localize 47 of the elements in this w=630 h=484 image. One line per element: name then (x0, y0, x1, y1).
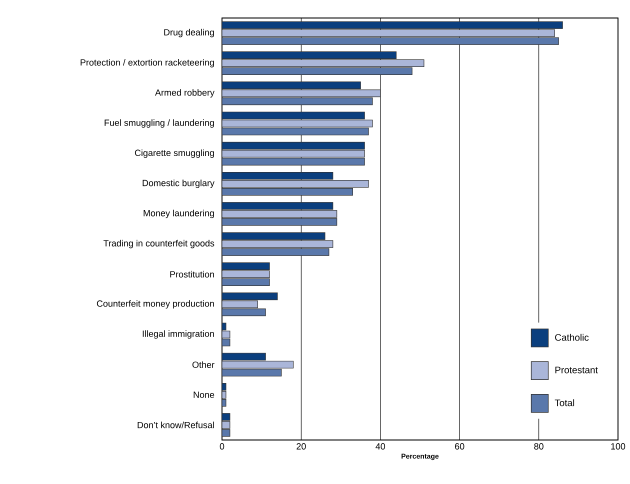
y-tick-label: Trading in counterfeit goods (104, 240, 214, 248)
y-tick-label: Other (192, 361, 214, 368)
bar (222, 180, 369, 188)
y-tick-label: Cigarette smuggling (134, 149, 214, 158)
bar (222, 98, 373, 106)
legend-label: Total (554, 399, 574, 406)
bar (222, 158, 365, 166)
x-tick-label: 100 (611, 443, 626, 450)
legend-label: Protestant (555, 366, 598, 374)
y-tick-label: Fuel smuggling / laundering (104, 119, 214, 128)
bar (222, 142, 365, 150)
y-tick-label: Domestic burglary (142, 180, 214, 188)
x-tick-label: 60 (455, 443, 464, 450)
bar (222, 292, 278, 300)
bar (222, 352, 266, 360)
x-tick-label: 40 (376, 443, 386, 450)
y-tick-label: Money laundering (144, 210, 214, 218)
y-tick-label: Illegal immigration (142, 330, 214, 339)
bar (222, 82, 361, 90)
y-tick-label: Counterfeit money production (96, 300, 214, 309)
bar (222, 172, 334, 180)
bar (222, 270, 270, 278)
x-tick-label: 80 (534, 443, 544, 450)
y-tick-label: Don’t know/Refusal (138, 422, 214, 428)
bar (222, 150, 365, 158)
y-tick-label: Armed robbery (155, 89, 215, 98)
y-tick-label: Drug dealing (164, 28, 214, 38)
bar (222, 360, 294, 368)
bar (222, 210, 338, 218)
bar (222, 51, 397, 60)
bar (222, 59, 424, 68)
bar (222, 278, 270, 286)
bar (222, 218, 338, 226)
bar (222, 262, 270, 270)
x-tick-label: 20 (296, 443, 306, 450)
bar (222, 300, 258, 308)
bar (222, 67, 412, 76)
legend-label: Catholic (555, 334, 589, 341)
bar (222, 202, 334, 210)
y-tick-label: Protection / extortion racketeering (80, 59, 214, 68)
x-tick-label: 0 (220, 443, 224, 450)
y-tick-label: Prostitution (170, 270, 214, 278)
y-tick-label: None (194, 392, 214, 398)
bar (222, 188, 353, 196)
bar (222, 90, 381, 98)
bar (222, 308, 266, 316)
bar (222, 368, 282, 376)
